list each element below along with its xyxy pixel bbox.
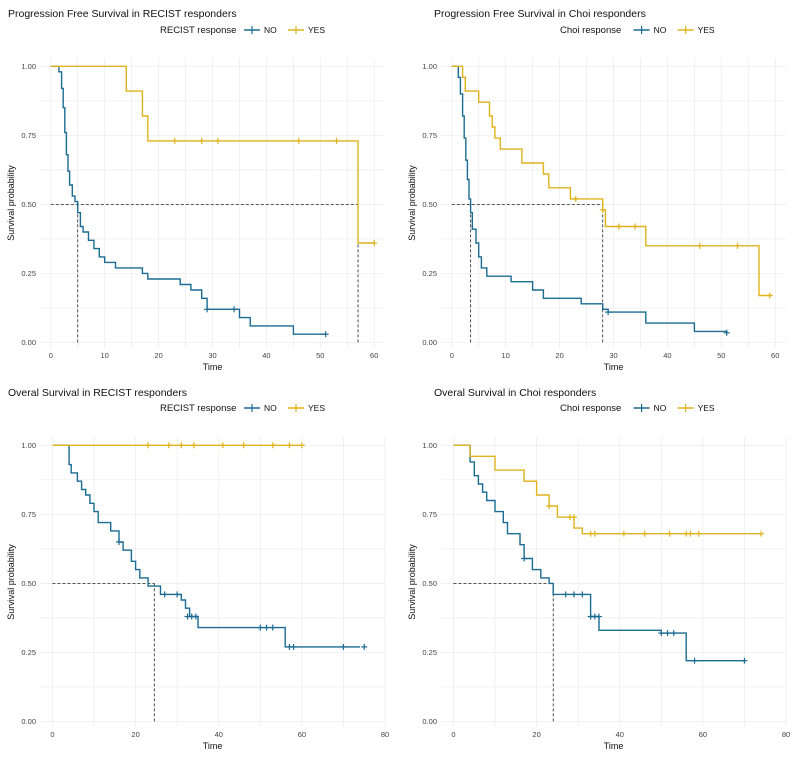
x-tick-label: 20 bbox=[131, 730, 139, 739]
legend-label-yes: YES bbox=[308, 403, 325, 413]
km-panel-4: Overal Survival in Choi responders Choi r… bbox=[407, 387, 790, 751]
km-panel-2: Progression Free Survival in Choi respon… bbox=[407, 8, 786, 372]
x-tick-label: 40 bbox=[262, 351, 270, 360]
legend-title: Choi response bbox=[560, 403, 621, 414]
legend: RECIST response NO YES bbox=[160, 25, 325, 36]
x-tick-label: 60 bbox=[699, 730, 707, 739]
x-axis-label: Time bbox=[203, 362, 223, 372]
x-axis-label: Time bbox=[203, 741, 223, 751]
y-tick-label: 0.25 bbox=[422, 648, 437, 657]
x-tick-label: 60 bbox=[370, 351, 378, 360]
y-tick-label: 0.50 bbox=[21, 200, 36, 209]
y-tick-label: 0.25 bbox=[422, 269, 437, 278]
km-curve-no bbox=[52, 444, 361, 648]
x-tick-label: 30 bbox=[208, 351, 216, 360]
x-tick-label: 50 bbox=[316, 351, 324, 360]
x-tick-label: 10 bbox=[101, 351, 109, 360]
legend-title: RECIST response bbox=[160, 25, 236, 36]
y-tick-label: 0.75 bbox=[21, 510, 36, 519]
grid bbox=[40, 58, 385, 348]
y-tick-label: 0.50 bbox=[21, 579, 36, 588]
y-tick-label: 0.25 bbox=[21, 269, 36, 278]
x-tick-label: 80 bbox=[381, 730, 389, 739]
x-tick-label: 60 bbox=[298, 730, 306, 739]
legend-title: RECIST response bbox=[160, 403, 236, 414]
y-tick-label: 0.00 bbox=[21, 717, 36, 726]
y-tick-label: 0.00 bbox=[422, 717, 437, 726]
panel-title: Overal Survival in Choi responders bbox=[434, 387, 596, 399]
y-axis-label: Survival probability bbox=[6, 165, 16, 241]
y-tick-label: 0.25 bbox=[21, 648, 36, 657]
x-tick-label: 20 bbox=[532, 730, 540, 739]
y-tick-label: 1.00 bbox=[21, 441, 36, 450]
km-curve-no bbox=[451, 65, 728, 333]
legend-label-no: NO bbox=[264, 403, 277, 413]
x-tick-label: 50 bbox=[717, 351, 725, 360]
x-tick-label: 0 bbox=[450, 351, 454, 360]
x-tick-label: 0 bbox=[451, 730, 455, 739]
x-tick-label: 40 bbox=[663, 351, 671, 360]
legend: Choi response NO YES bbox=[560, 403, 715, 414]
x-axis-label: Time bbox=[604, 362, 624, 372]
y-tick-label: 0.50 bbox=[422, 579, 437, 588]
y-tick-label: 1.00 bbox=[422, 62, 437, 71]
legend-label-no: NO bbox=[264, 25, 277, 35]
km-panel-3: Overal Survival in RECIST responders RECI… bbox=[6, 387, 389, 751]
y-tick-label: 0.75 bbox=[422, 510, 437, 519]
legend: Choi response NO YES bbox=[560, 25, 715, 36]
y-tick-label: 0.75 bbox=[422, 131, 437, 140]
grid bbox=[441, 58, 786, 348]
km-curve-yes bbox=[50, 65, 375, 244]
km-curve-no bbox=[50, 65, 326, 335]
x-tick-label: 80 bbox=[782, 730, 790, 739]
x-tick-label: 40 bbox=[215, 730, 223, 739]
x-tick-label: 40 bbox=[616, 730, 624, 739]
legend-label-no: NO bbox=[654, 403, 667, 413]
legend-label-yes: YES bbox=[308, 25, 325, 35]
x-tick-label: 60 bbox=[771, 351, 779, 360]
y-tick-label: 0.00 bbox=[21, 338, 36, 347]
legend-label-yes: YES bbox=[698, 25, 715, 35]
x-tick-label: 0 bbox=[49, 351, 53, 360]
grid bbox=[40, 437, 386, 727]
y-tick-label: 0.50 bbox=[422, 200, 437, 209]
x-tick-label: 20 bbox=[555, 351, 563, 360]
panel-title: Progression Free Survival in RECIST resp… bbox=[8, 8, 237, 20]
x-tick-label: 0 bbox=[50, 730, 54, 739]
y-tick-label: 1.00 bbox=[21, 62, 36, 71]
km-curve-no bbox=[453, 444, 745, 662]
legend-title: Choi response bbox=[560, 25, 621, 36]
km-curve-yes bbox=[453, 444, 762, 535]
y-tick-label: 1.00 bbox=[422, 441, 437, 450]
x-tick-label: 10 bbox=[502, 351, 510, 360]
y-axis-label: Survival probability bbox=[407, 544, 417, 620]
x-tick-label: 30 bbox=[609, 351, 617, 360]
y-tick-label: 0.75 bbox=[21, 131, 36, 140]
panel-title: Progression Free Survival in Choi respon… bbox=[434, 8, 646, 20]
legend: RECIST response NO YES bbox=[160, 403, 325, 414]
y-axis-label: Survival probability bbox=[407, 165, 417, 241]
y-tick-label: 0.00 bbox=[422, 338, 437, 347]
km-panel-1: Progression Free Survival in RECIST resp… bbox=[6, 8, 385, 372]
legend-label-no: NO bbox=[654, 25, 667, 35]
panel-title: Overal Survival in RECIST responders bbox=[8, 387, 187, 399]
x-tick-label: 20 bbox=[154, 351, 162, 360]
legend-label-yes: YES bbox=[698, 403, 715, 413]
y-axis-label: Survival probability bbox=[6, 544, 16, 620]
grid bbox=[441, 437, 787, 727]
x-axis-label: Time bbox=[604, 741, 624, 751]
